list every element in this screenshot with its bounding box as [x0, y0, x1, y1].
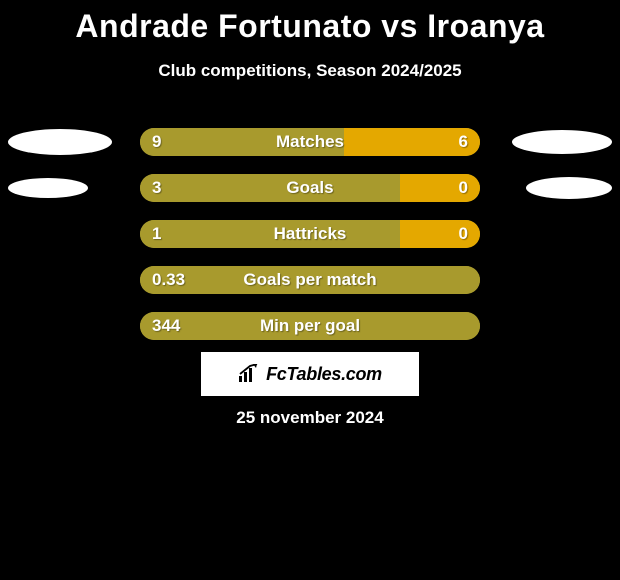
- stat-bar-left: [140, 312, 480, 340]
- stat-bar: [140, 266, 480, 294]
- stat-bar-right: [400, 174, 480, 202]
- page-subtitle: Club competitions, Season 2024/2025: [0, 61, 620, 81]
- brand-badge: FcTables.com: [201, 352, 419, 396]
- stat-bar-left: [140, 220, 400, 248]
- stat-value-right: 0: [459, 178, 468, 198]
- stat-value-right: 6: [459, 132, 468, 152]
- brand-text: FcTables.com: [266, 364, 382, 385]
- player-left-marker: [8, 178, 88, 198]
- stat-row: 96Matches: [0, 119, 620, 165]
- stat-value-left: 3: [152, 178, 161, 198]
- stat-value-left: 0.33: [152, 270, 185, 290]
- stat-bar-left: [140, 128, 344, 156]
- stat-bar: [140, 220, 480, 248]
- stat-bar: [140, 128, 480, 156]
- stat-value-left: 344: [152, 316, 180, 336]
- stat-row: 344Min per goal: [0, 303, 620, 349]
- stats-container: 96Matches30Goals10Hattricks0.33Goals per…: [0, 119, 620, 349]
- chart-icon: [238, 364, 260, 384]
- page-title: Andrade Fortunato vs Iroanya: [0, 0, 620, 45]
- stat-bar-left: [140, 266, 480, 294]
- stat-row: 30Goals: [0, 165, 620, 211]
- player-right-marker: [526, 177, 612, 199]
- stat-row: 10Hattricks: [0, 211, 620, 257]
- stat-bar: [140, 174, 480, 202]
- stat-bar: [140, 312, 480, 340]
- player-right-marker: [512, 130, 612, 154]
- player-left-marker: [8, 129, 112, 155]
- stat-value-left: 9: [152, 132, 161, 152]
- stat-row: 0.33Goals per match: [0, 257, 620, 303]
- stat-value-right: 0: [459, 224, 468, 244]
- stat-bar-left: [140, 174, 400, 202]
- date-text: 25 november 2024: [0, 408, 620, 428]
- stat-value-left: 1: [152, 224, 161, 244]
- stat-bar-right: [400, 220, 480, 248]
